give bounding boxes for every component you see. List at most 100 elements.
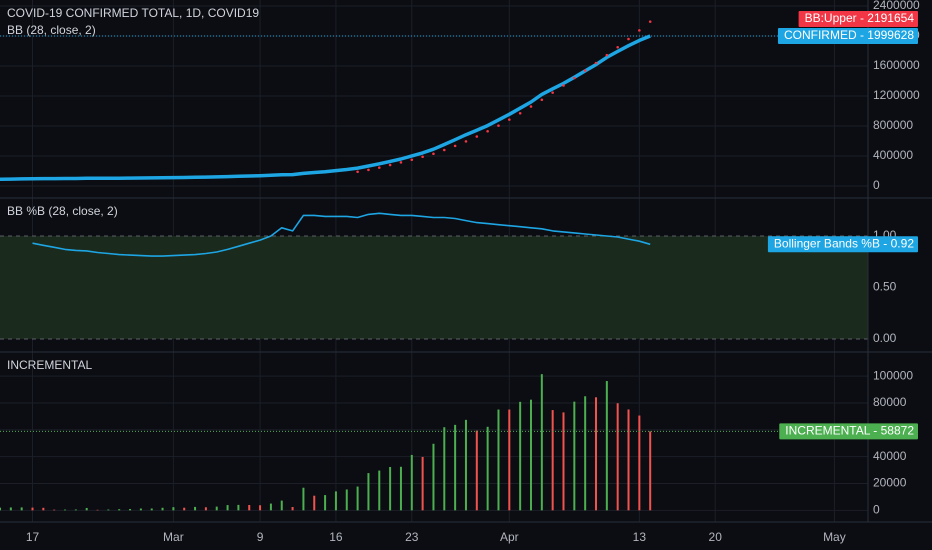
y-tick-label: 80000 — [873, 395, 907, 409]
bar — [540, 374, 543, 511]
band-dot — [540, 98, 544, 102]
series-line — [32, 212, 651, 257]
bar — [53, 509, 56, 511]
bar — [627, 409, 630, 511]
bar — [118, 509, 121, 511]
band-dot — [442, 148, 446, 152]
bar — [194, 506, 197, 511]
x-tick-label: Mar — [163, 530, 184, 544]
bar — [573, 401, 576, 511]
band-dot — [432, 152, 435, 156]
bar — [410, 454, 413, 511]
price-tag-box — [767, 236, 918, 253]
x-tick-label: Apr — [500, 530, 519, 544]
y-tick-label: 0.50 — [873, 280, 897, 294]
price-tag-box — [777, 28, 918, 45]
pane-title: BB %B (28, close, 2) — [7, 204, 118, 218]
y-tick-label: 100000 — [873, 368, 913, 382]
bar — [519, 401, 522, 511]
price-tag: CONFIRMED - 1999628 — [777, 28, 918, 45]
bar — [302, 487, 305, 511]
y-tick-label: 0 — [873, 178, 880, 192]
bar — [356, 486, 359, 511]
band-dot — [638, 29, 641, 32]
band-dot — [377, 166, 381, 169]
bar — [204, 507, 207, 511]
y-tick-label: 20000 — [873, 476, 907, 490]
bar — [237, 504, 240, 511]
band-dot — [627, 37, 630, 41]
band-dot — [518, 111, 522, 115]
band-fill — [0, 236, 868, 340]
bar — [562, 412, 565, 511]
bar — [475, 430, 478, 511]
bar — [649, 431, 652, 511]
band-dot — [388, 163, 392, 167]
band-dot — [399, 161, 403, 164]
bar — [161, 507, 164, 511]
x-tick-label: 20 — [709, 530, 723, 544]
bar — [443, 427, 446, 511]
bar — [497, 409, 500, 511]
bar — [291, 507, 294, 511]
bar — [421, 456, 424, 511]
bar — [595, 397, 598, 511]
price-tag-label: BB:Upper - 2191654 — [805, 11, 915, 25]
bar — [313, 495, 316, 511]
bar — [486, 426, 489, 511]
bar — [96, 509, 99, 511]
bar — [324, 495, 327, 511]
bar — [248, 504, 251, 511]
bar — [269, 503, 272, 511]
price-tag-box — [779, 423, 918, 440]
band-dot — [605, 53, 609, 57]
bar — [20, 507, 23, 511]
bar — [139, 508, 142, 511]
y-tick-label: 40000 — [873, 449, 907, 463]
y-tick-label: 0 — [873, 502, 880, 516]
bar — [464, 419, 467, 511]
y-tick-label: 1200000 — [873, 88, 920, 102]
price-tag-label: INCREMENTAL - 58872 — [785, 424, 914, 438]
x-tick-label: 23 — [405, 530, 419, 544]
bar — [85, 507, 88, 511]
bar — [215, 506, 218, 511]
bar — [74, 509, 77, 511]
band-dot — [573, 76, 576, 80]
bar — [551, 410, 554, 511]
pane-title: INCREMENTAL — [7, 358, 92, 372]
price-tag-label: Bollinger Bands %B - 0.92 — [774, 236, 914, 250]
bar — [0, 507, 1, 511]
band-dot — [562, 84, 565, 87]
x-tick-label: 16 — [329, 530, 343, 544]
band-dot — [453, 144, 457, 148]
band-dot — [410, 158, 414, 162]
band-dot — [529, 105, 533, 108]
bar — [31, 507, 34, 511]
band-dot — [475, 135, 479, 138]
bar — [508, 409, 511, 511]
bar — [64, 509, 67, 511]
price-tag: BB:Upper - 2191654 — [798, 11, 918, 28]
price-tag-box — [798, 11, 918, 28]
band-dot — [497, 124, 500, 127]
bar — [399, 466, 402, 511]
price-tag: INCREMENTAL - 58872 — [779, 423, 918, 440]
y-tick-label: 800000 — [873, 118, 913, 132]
bar — [9, 507, 12, 511]
series-line — [0, 34, 651, 181]
band-dot — [421, 155, 424, 159]
bar — [345, 489, 348, 511]
bar — [259, 505, 262, 511]
price-tag-label: CONFIRMED - 1999628 — [784, 28, 914, 42]
bar — [172, 507, 175, 511]
price-tag: Bollinger Bands %B - 0.92 — [767, 236, 918, 253]
band-dot — [594, 61, 598, 65]
bar — [107, 509, 110, 511]
bar — [454, 424, 457, 511]
y-tick-label: 0.00 — [873, 331, 897, 345]
band-dot — [616, 45, 619, 49]
bar — [334, 491, 337, 511]
y-tick-label: 2400000 — [873, 0, 920, 12]
